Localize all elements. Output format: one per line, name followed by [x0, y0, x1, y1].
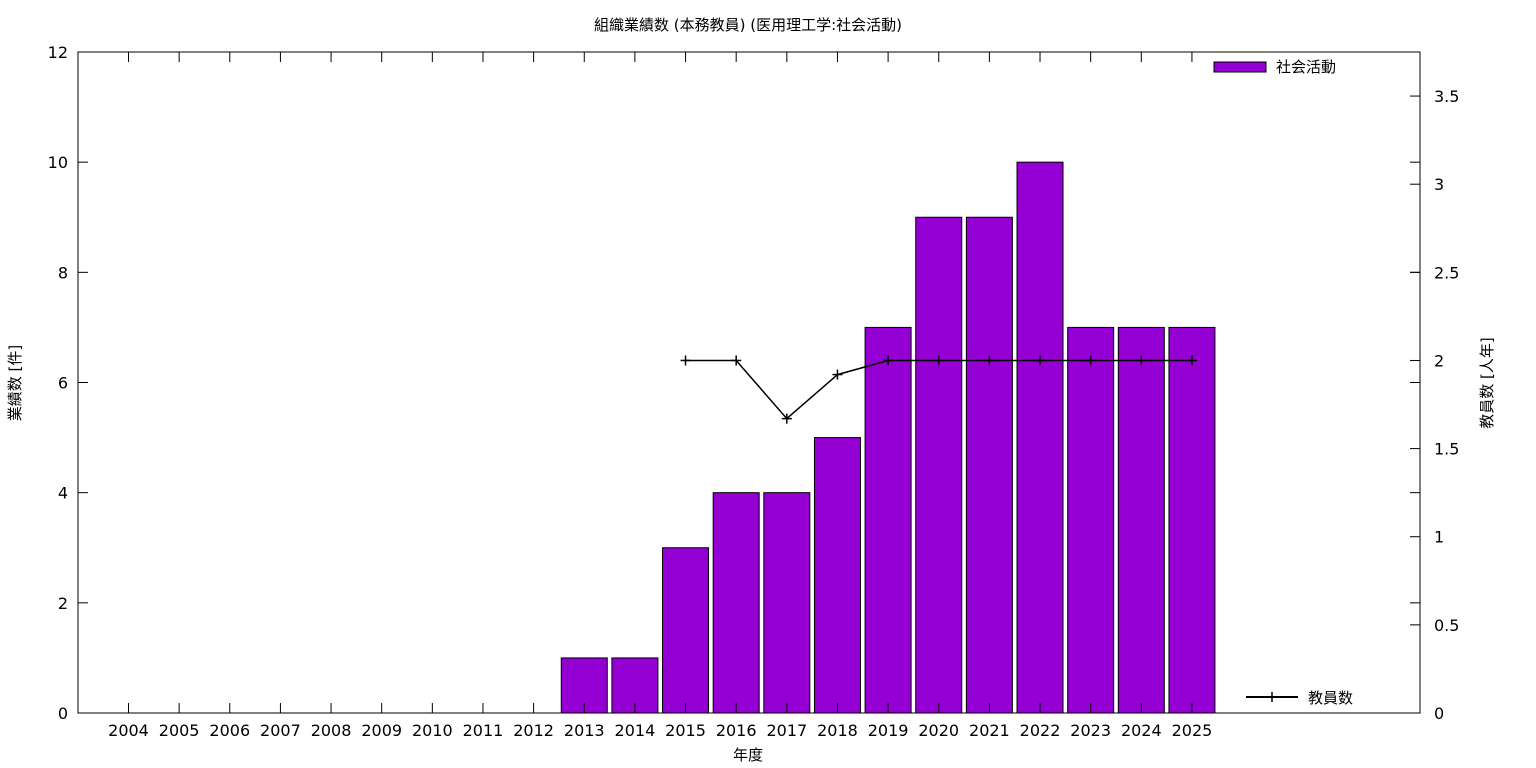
bar-2017 — [763, 492, 811, 714]
chart-title: 組織業績数 (本務教員) (医用理工学:社会活動) — [594, 16, 902, 34]
bar-2016 — [712, 492, 760, 714]
bar-2015 — [662, 547, 710, 714]
legend-line-label: 教員数 — [1308, 689, 1353, 707]
y-tick-label: 8 — [58, 263, 68, 282]
x-tick-label: 2022 — [1020, 721, 1061, 740]
legend-bar-label: 社会活動 — [1276, 58, 1336, 76]
bar-2024 — [1117, 326, 1165, 714]
y2-axis-label: 教員数 [人年] — [1478, 337, 1496, 428]
legend-line: 教員数 — [1246, 689, 1353, 707]
x-tick-label: 2015 — [665, 721, 706, 740]
y-tick-label: 4 — [58, 484, 68, 503]
bar-2019 — [864, 326, 912, 714]
y2-tick-label: 0.5 — [1434, 616, 1459, 635]
y2-tick-label: 2 — [1434, 351, 1444, 370]
x-tick-label: 2009 — [361, 721, 402, 740]
x-tick-label: 2012 — [513, 721, 554, 740]
x-tick-label: 2014 — [615, 721, 656, 740]
x-tick-label: 2016 — [716, 721, 757, 740]
plot-frame — [77, 51, 1421, 714]
y2-tick-label: 0 — [1434, 704, 1444, 723]
x-tick-label: 2007 — [260, 721, 301, 740]
y2-tick-label: 2.5 — [1434, 263, 1459, 282]
line-layer — [680, 355, 1197, 424]
x-tick-label: 2021 — [969, 721, 1010, 740]
x-tick-label: 2017 — [766, 721, 807, 740]
y2-tick-label: 3.5 — [1434, 87, 1459, 106]
bar-2023 — [1067, 326, 1115, 714]
x-tick-label: 2011 — [463, 721, 504, 740]
y-axis-label: 業績数 [件] — [6, 345, 24, 421]
x-tick-label: 2018 — [817, 721, 858, 740]
x-axis-label: 年度 — [733, 746, 763, 764]
x-tick-label: 2013 — [564, 721, 605, 740]
y-tick-label: 2 — [58, 594, 68, 613]
bars-layer — [560, 161, 1216, 714]
y-tick-label: 12 — [48, 43, 68, 62]
y2-tick-label: 1.5 — [1434, 440, 1459, 459]
x-tick-label: 2005 — [159, 721, 200, 740]
x-tick-label: 2025 — [1172, 721, 1213, 740]
bar-2022 — [1016, 161, 1064, 714]
bar-2025 — [1168, 326, 1216, 714]
x-tick-label: 2006 — [209, 721, 250, 740]
legend-bars: 社会活動 — [1213, 58, 1336, 76]
x-tick-label: 2010 — [412, 721, 453, 740]
x-tick-label: 2019 — [868, 721, 909, 740]
legend-bar-swatch — [1213, 61, 1267, 73]
ticks-layer: 0 2 4 6 8 10 12 0 0.5 1 1.5 2 2.5 3 3.5 2004 2005 2006 200… — [48, 43, 1460, 740]
x-tick-label: 2023 — [1070, 721, 1111, 740]
x-tick-label: 2024 — [1121, 721, 1162, 740]
x-tick-label: 2008 — [311, 721, 352, 740]
bar-2020 — [915, 216, 963, 714]
x-tick-label: 2020 — [918, 721, 959, 740]
y2-tick-label: 3 — [1434, 175, 1444, 194]
bar-2018 — [813, 437, 861, 714]
y-tick-label: 10 — [48, 153, 68, 172]
y-tick-label: 0 — [58, 704, 68, 723]
bar-2021 — [965, 216, 1013, 714]
y2-tick-label: 1 — [1434, 528, 1444, 547]
y-tick-label: 6 — [58, 374, 68, 393]
x-tick-label: 2004 — [108, 721, 149, 740]
